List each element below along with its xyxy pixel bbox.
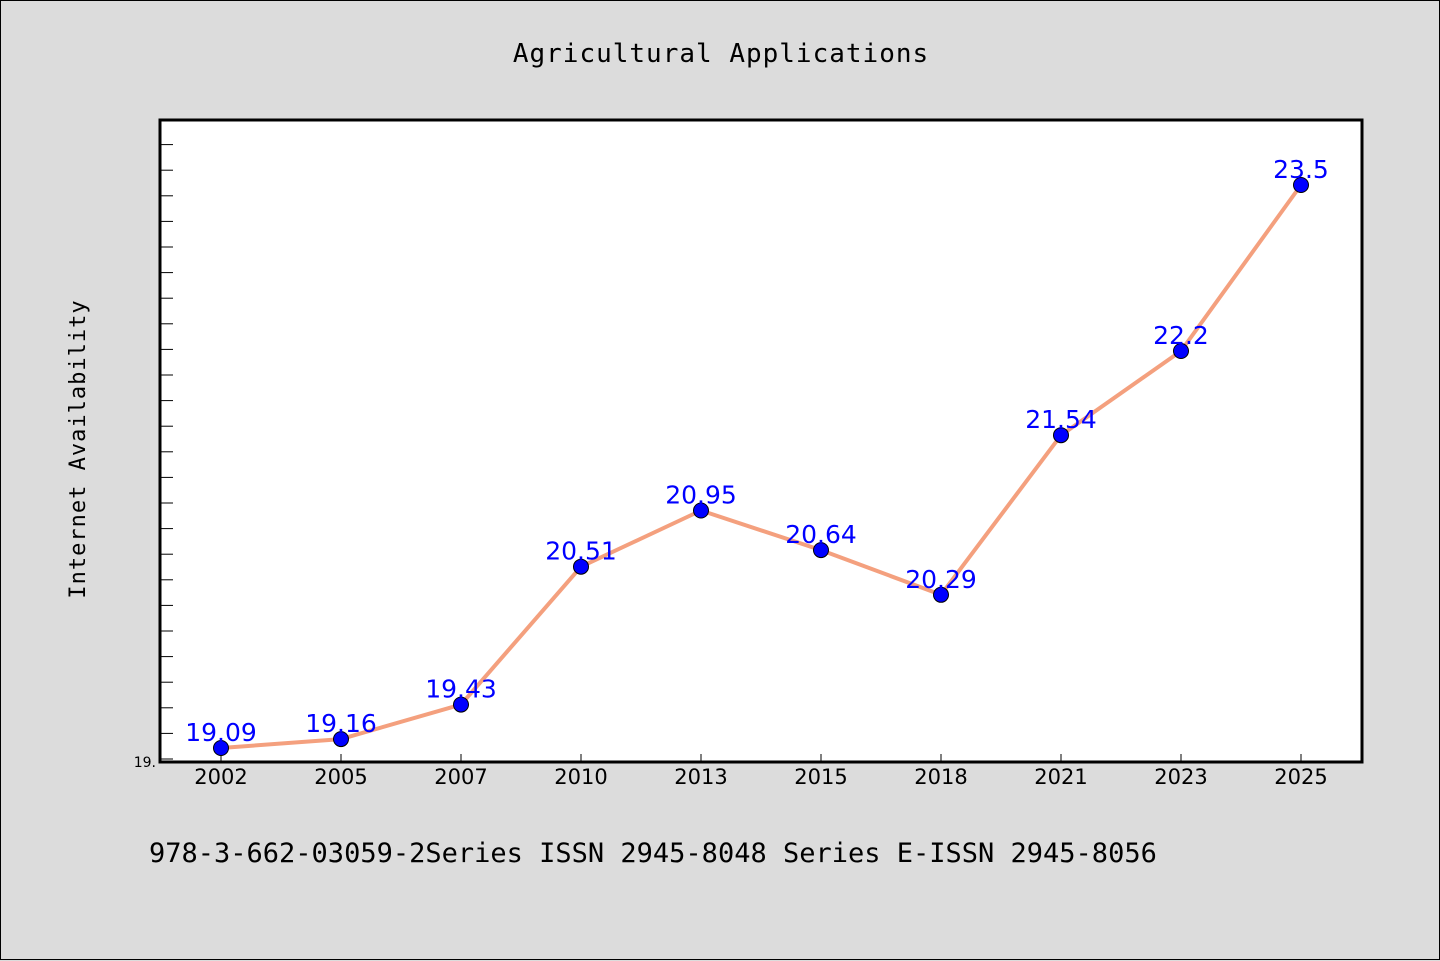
data-point — [213, 740, 229, 756]
footer-text: 978-3-662-03059-2Series ISSN 2945-8048 S… — [149, 838, 1157, 869]
data-point — [1173, 343, 1189, 359]
data-label: 21.54 — [1025, 405, 1097, 434]
y-axis-label: Internet Availability — [66, 299, 91, 598]
x-tick-label: 2021 — [1034, 765, 1087, 789]
x-axis-ticks: 2002 2005 2007 2010 2013 2015 2018 2021 2023 2025 — [194, 754, 1328, 789]
data-point — [1293, 177, 1309, 193]
data-label: 20.64 — [785, 520, 857, 549]
chart-title: Agricultural Applications — [513, 39, 929, 69]
x-tick-label: 2025 — [1274, 765, 1327, 789]
data-point — [333, 731, 349, 748]
data-label: 22.2 — [1153, 321, 1209, 350]
data-point — [813, 542, 829, 559]
x-tick-label: 2005 — [314, 765, 367, 789]
data-label: 20.51 — [545, 537, 617, 566]
y-axis-ticks — [161, 144, 173, 760]
data-point — [453, 696, 469, 713]
data-label: 23.5 — [1273, 155, 1329, 184]
data-point — [693, 502, 709, 519]
data-point — [933, 586, 949, 603]
data-label: 19.43 — [425, 675, 497, 704]
data-label: 19.16 — [305, 709, 377, 738]
data-label: 20.95 — [665, 481, 737, 510]
data-labels: 19.09 19.16 19.43 20.51 20.95 20.64 20.29 21.54… — [185, 155, 1329, 747]
x-tick-label: 2015 — [794, 765, 847, 789]
data-label: 19.09 — [185, 718, 257, 747]
plot-area — [158, 118, 1364, 764]
y-tick-label: 19. — [134, 755, 156, 771]
x-tick-label: 2010 — [554, 765, 607, 789]
series-line — [220, 183, 1303, 750]
data-point — [573, 558, 589, 575]
x-tick-label: 2018 — [914, 765, 967, 789]
x-tick-label: 2023 — [1154, 765, 1207, 789]
data-point — [1053, 427, 1069, 444]
x-tick-label: 2007 — [434, 765, 487, 789]
x-tick-label: 2002 — [194, 765, 247, 789]
series-markers — [213, 177, 1309, 756]
x-tick-label: 2013 — [674, 765, 727, 789]
data-label: 20.29 — [905, 565, 977, 594]
